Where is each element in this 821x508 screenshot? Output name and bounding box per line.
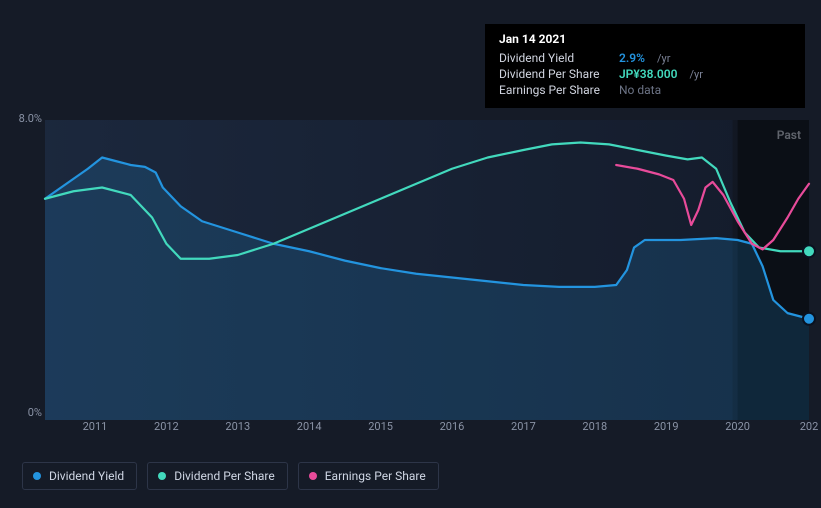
tooltip-key: Dividend Yield [499, 51, 609, 65]
x-axis-tick: 2018 [582, 420, 607, 433]
x-axis-tick: 2011 [83, 420, 108, 433]
legend-label: Dividend Yield [49, 469, 124, 483]
series-end-marker [803, 313, 815, 325]
x-axis-tick: 2017 [511, 420, 536, 433]
tooltip-value: JP¥38.000 [619, 67, 677, 81]
x-axis-tick: 2014 [297, 420, 322, 433]
chart-plot-area[interactable] [45, 120, 809, 420]
tooltip-key: Dividend Per Share [499, 67, 609, 81]
tooltip-date: Jan 14 2021 [499, 32, 791, 46]
tooltip-key: Earnings Per Share [499, 83, 609, 97]
tooltip-row: Dividend Per Share JP¥38.000/yr [499, 66, 791, 82]
chart-svg [45, 120, 809, 420]
legend-item[interactable]: Dividend Per Share [147, 462, 288, 490]
legend-color-icon [33, 472, 41, 480]
legend-color-icon [158, 472, 166, 480]
tooltip-suffix: /yr [657, 52, 670, 65]
chart-legend: Dividend Yield Dividend Per Share Earnings… [22, 462, 439, 490]
x-axis-tick: 202 [800, 420, 819, 433]
legend-label: Dividend Per Share [174, 469, 275, 483]
x-axis-tick: 2015 [368, 420, 393, 433]
x-axis-tick: 2016 [440, 420, 465, 433]
y-axis-max-label: 8.0% [19, 112, 42, 125]
legend-color-icon [309, 472, 317, 480]
x-axis: 2011 2012 2013 2014 2015 2016 2017 2018 2019 2020… [45, 420, 809, 440]
tooltip-row: Dividend Yield 2.9% /yr [499, 50, 791, 66]
x-axis-tick: 2019 [654, 420, 679, 433]
tooltip-value: 2.9% [619, 51, 645, 65]
legend-label: Earnings Per Share [325, 469, 426, 483]
x-axis-tick: 2020 [725, 420, 750, 433]
chart-tooltip: Jan 14 2021 Dividend Yield2.9%/yrDividen… [485, 24, 805, 108]
y-axis-min-label: 0% [28, 406, 42, 419]
dividend-chart: 8.0% 0% Past 201120122013201420152016201… [0, 0, 821, 508]
x-axis-tick: 2013 [225, 420, 250, 433]
legend-item[interactable]: Earnings Per Share [298, 462, 439, 490]
tooltip-no-data: No data [619, 83, 661, 97]
legend-item[interactable]: Dividend Yield [22, 462, 137, 490]
tooltip-suffix: /yr [689, 68, 702, 81]
tooltip-row: Earnings Per Share No data [499, 82, 791, 98]
x-axis-tick: 2012 [154, 420, 179, 433]
series-end-marker [803, 245, 815, 257]
